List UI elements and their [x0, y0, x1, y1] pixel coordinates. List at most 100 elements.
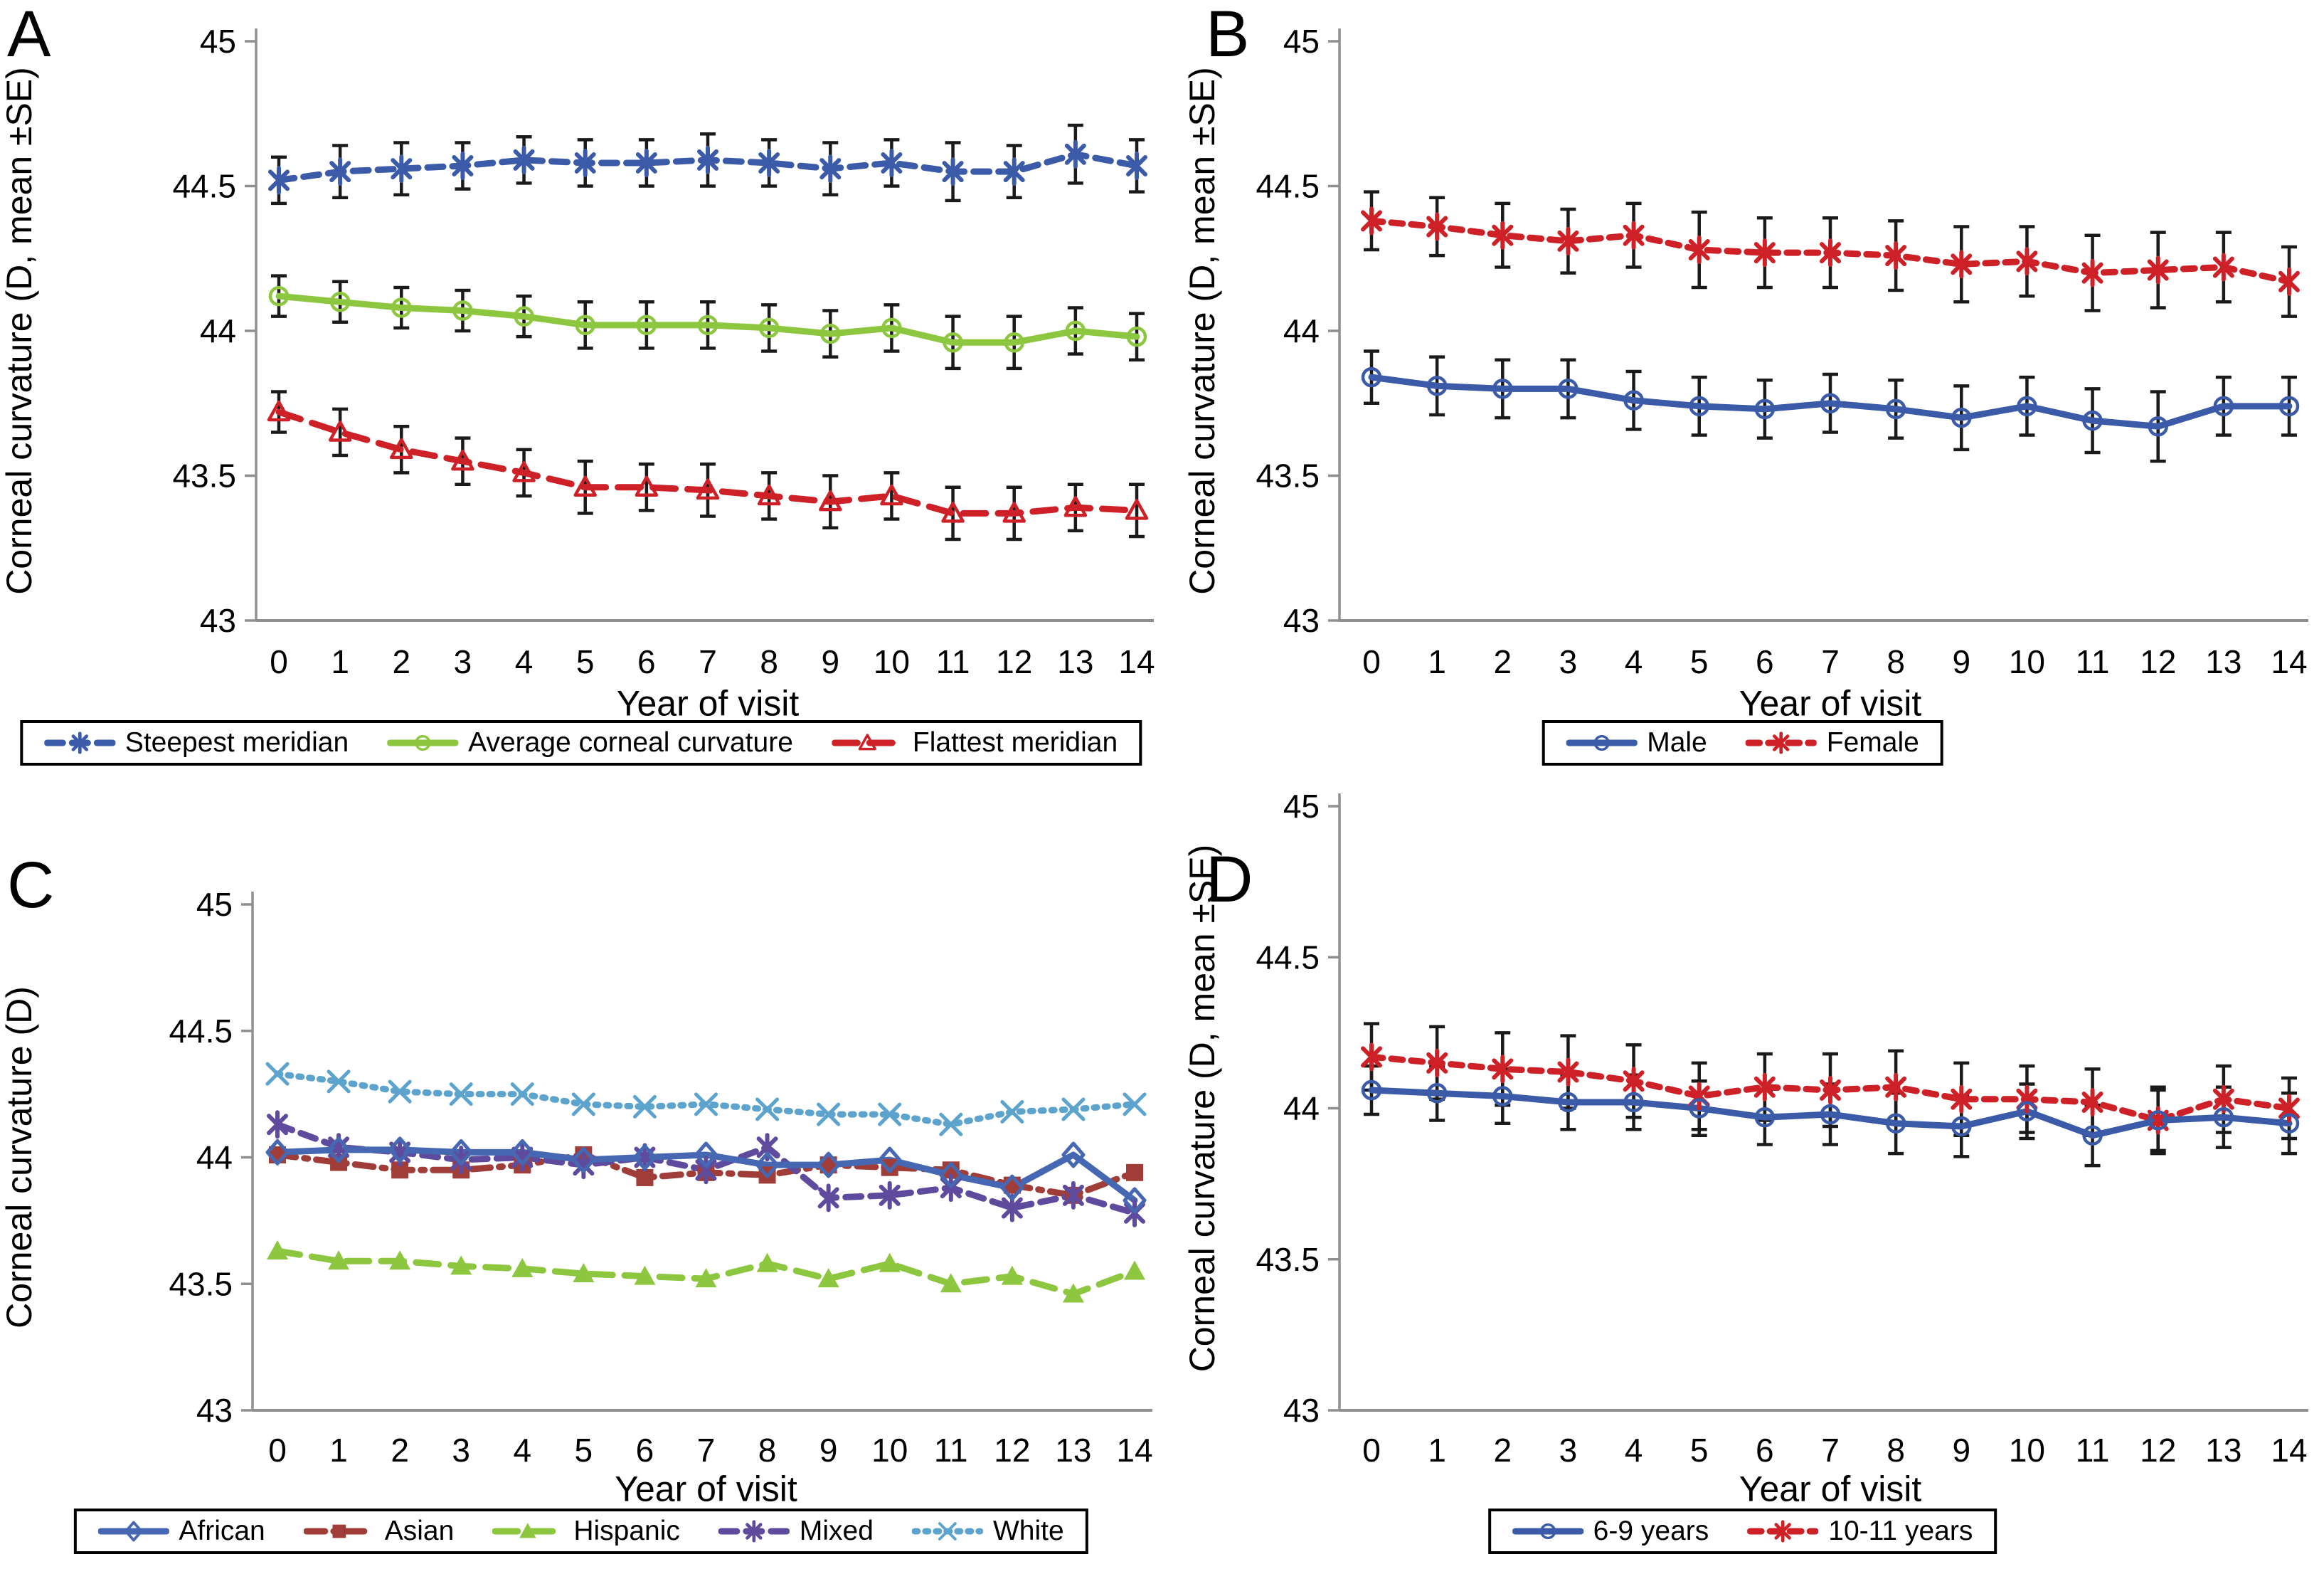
x-axis-title: Year of visit: [615, 1469, 797, 1509]
legend-sample-white: [911, 1522, 983, 1541]
legend-item-10-11-years: 10-11 years: [1747, 1516, 1973, 1547]
x-tick-label: 11: [936, 643, 970, 680]
x-axis-title: Year of visit: [1739, 684, 1922, 724]
legend-item-6-9-years: 6-9 years: [1512, 1516, 1709, 1547]
legend-label-male: Male: [1647, 727, 1707, 758]
y-tick-label: 44: [1283, 312, 1320, 349]
x-tick-label: 14: [1118, 643, 1155, 680]
x-tick-label: 3: [1559, 1432, 1578, 1469]
x-tick-label: 0: [268, 1432, 287, 1469]
legend-label-african: African: [179, 1516, 265, 1546]
y-tick-label: 44.5: [169, 1013, 233, 1050]
x-tick-label: 6: [1756, 643, 1774, 680]
legend-sample-female: [1745, 731, 1817, 754]
legend-sample-african: [97, 1521, 169, 1542]
x-tick-label: 2: [1493, 643, 1512, 680]
y-tick-label: 45: [200, 23, 236, 60]
x-tick-label: 11: [934, 1432, 968, 1469]
x-tick-label: 1: [329, 1432, 348, 1469]
y-axis-title: Corneal curvature (D, mean ±SE): [1182, 845, 1222, 1373]
legend-item-flattest-meridian: Flattest meridian: [831, 727, 1118, 759]
y-tick-label: 44: [196, 1139, 233, 1176]
x-tick-label: 9: [819, 1432, 838, 1469]
x-tick-label: 11: [2076, 643, 2110, 680]
x-tick-label: 6: [637, 643, 656, 680]
y-tick-label: 43: [200, 602, 236, 639]
x-tick-label: 5: [576, 643, 595, 680]
legend-item-white: White: [911, 1516, 1064, 1547]
legend-label-flattest-meridian: Flattest meridian: [912, 727, 1118, 758]
x-tick-label: 10: [874, 643, 910, 680]
legend-sample-flattest-meridian: [831, 734, 903, 751]
x-axis-title: Year of visit: [1739, 1469, 1922, 1509]
series-line-average-corneal-curvature: [275, 292, 1140, 346]
x-tick-label: 10: [871, 1432, 908, 1469]
x-tick-label: 1: [331, 643, 349, 680]
x-tick-label: 12: [994, 1432, 1030, 1469]
legend-item-mixed: Mixed: [718, 1516, 874, 1547]
legend-item-female: Female: [1745, 727, 1919, 759]
y-tick-label: 44: [1283, 1090, 1320, 1127]
y-tick-label: 43.5: [1256, 458, 1320, 495]
legend-label-female: Female: [1826, 727, 1919, 758]
x-tick-label: 6: [1756, 1432, 1774, 1469]
x-tick-label: 4: [1625, 643, 1643, 680]
y-axis-title: Corneal curvature (D): [0, 986, 39, 1328]
legend-item-average-corneal-curvature: Average corneal curvature: [387, 727, 793, 759]
x-tick-label: 2: [391, 1432, 409, 1469]
panel-c-label: C: [7, 849, 55, 921]
x-tick-label: 12: [2140, 1432, 2176, 1469]
x-tick-label: 3: [452, 1432, 470, 1469]
y-tick-label: 43.5: [169, 1265, 233, 1302]
x-tick-label: 11: [2076, 1432, 2110, 1469]
series-line-male: [1368, 374, 2293, 430]
legend-label-mixed: Mixed: [799, 1516, 874, 1546]
x-tick-label: 14: [2271, 1432, 2307, 1469]
x-tick-label: 2: [1493, 1432, 1512, 1469]
x-tick-label: 8: [760, 643, 778, 680]
legend-label-white: White: [992, 1516, 1064, 1546]
x-tick-label: 12: [2140, 643, 2176, 680]
x-tick-label: 5: [1690, 1432, 1709, 1469]
legend-item-african: African: [97, 1516, 265, 1547]
x-tick-label: 13: [1055, 1432, 1091, 1469]
x-tick-label: 10: [2009, 1432, 2045, 1469]
x-tick-label: 13: [2205, 1432, 2241, 1469]
y-tick-label: 44.5: [1256, 168, 1320, 205]
panel-b-legend: Male Female: [1542, 720, 1943, 766]
y-tick-label: 44.5: [1256, 939, 1320, 976]
x-tick-label: 2: [392, 643, 410, 680]
x-tick-label: 7: [1821, 1432, 1840, 1469]
y-tick-label: 43: [196, 1392, 233, 1429]
x-tick-label: 6: [636, 1432, 654, 1469]
legend-sample-asian: [303, 1524, 375, 1538]
x-tick-label: 0: [1362, 1432, 1381, 1469]
x-tick-label: 7: [697, 1432, 716, 1469]
legend-sample-10-11-years: [1747, 1520, 1819, 1543]
legend-item-male: Male: [1566, 727, 1707, 759]
x-tick-label: 3: [454, 643, 472, 680]
panel-d-legend: 6-9 years 10-11 years: [1487, 1509, 1997, 1554]
x-tick-label: 9: [821, 643, 839, 680]
x-tick-label: 12: [996, 643, 1032, 680]
y-tick-label: 45: [1283, 23, 1320, 60]
y-axis-title: Corneal curvature (D, mean ±SE): [0, 67, 39, 595]
y-tick-label: 43.5: [1256, 1241, 1320, 1278]
x-tick-label: 8: [758, 1432, 777, 1469]
legend-sample-steepest-meridian: [43, 731, 115, 754]
legend-label-average-corneal-curvature: Average corneal curvature: [468, 727, 793, 758]
panel-b: B 45 44.5 44 43.5 43 0 1 2 3 4 5 6 7 8 9 10 11 12 13 14 Corn…: [1162, 0, 2323, 784]
x-tick-label: 7: [699, 643, 717, 680]
panel-a-label: A: [7, 0, 51, 70]
x-tick-label: 8: [1887, 1432, 1905, 1469]
x-tick-label: 13: [1057, 643, 1093, 680]
legend-sample-6-9-years: [1512, 1523, 1583, 1540]
y-tick-label: 45: [196, 886, 233, 923]
y-tick-label: 43: [1283, 1392, 1320, 1429]
legend-label-6-9-years: 6-9 years: [1593, 1516, 1709, 1546]
legend-label-asian: Asian: [384, 1516, 455, 1546]
series-line-african: [274, 1146, 1138, 1204]
